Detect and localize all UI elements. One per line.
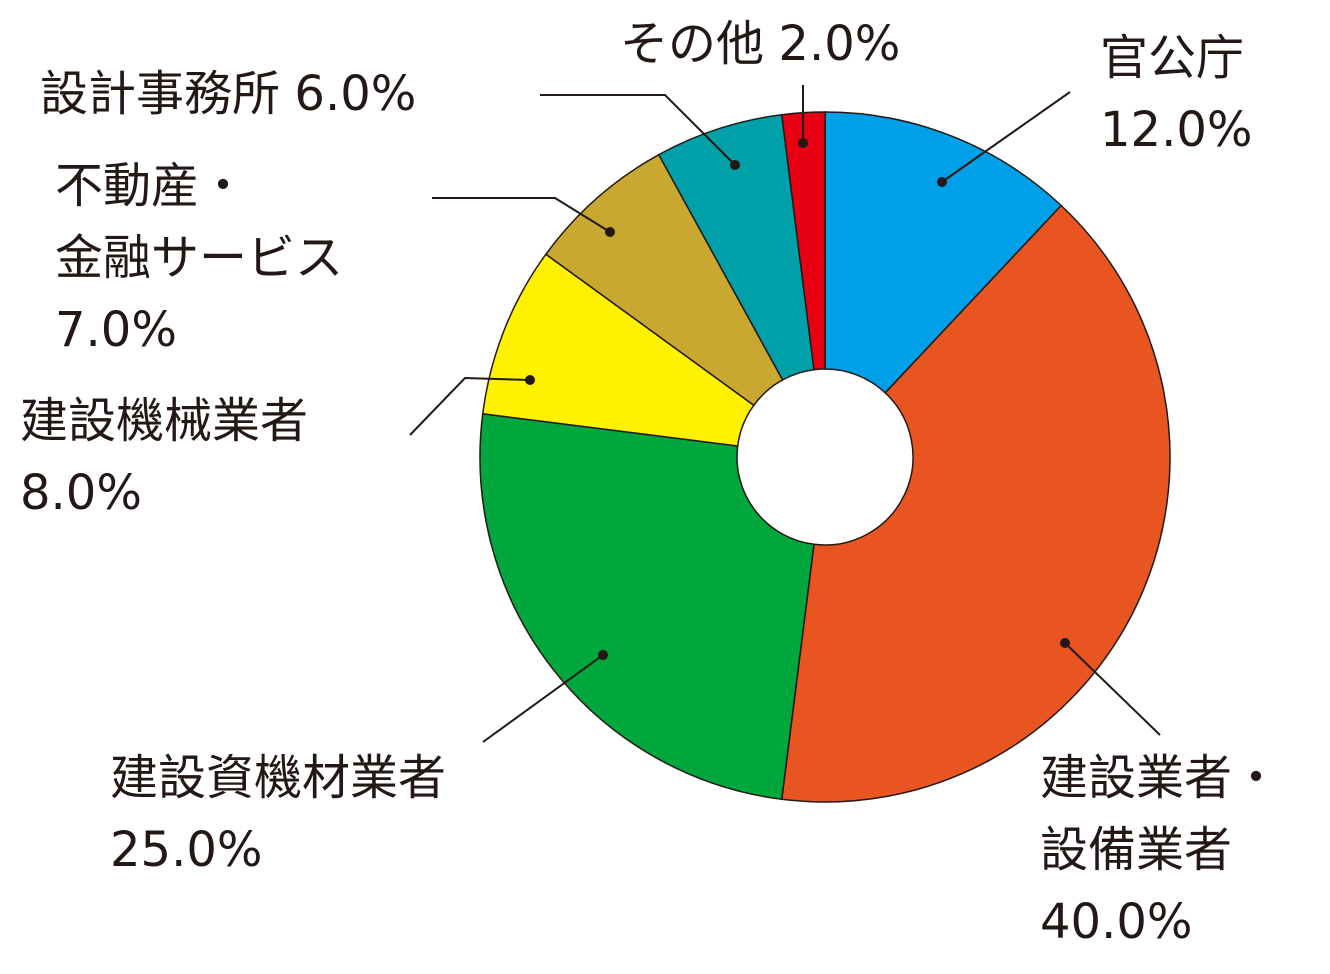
donut-slice (824, 111, 1063, 394)
category-label: 官公庁 (1100, 30, 1245, 86)
donut-slice (780, 111, 826, 371)
value-label: 12.0% (1100, 102, 1253, 158)
category-label: 建設業者・ 設備業者 (1040, 750, 1281, 878)
value-label: 6.0% (294, 66, 417, 122)
slice-label: 建設資機材業者 25.0% (110, 742, 446, 886)
slice-label: 建設業者・ 設備業者 40.0% (1040, 742, 1280, 958)
category-label: 設計事務所 (40, 66, 281, 122)
slice-label: 不動産・ 金融サービス 7.0% (55, 150, 343, 366)
leader-dot (937, 177, 947, 187)
value-label: 7.0% (55, 302, 177, 358)
leader-line (941, 91, 1071, 183)
slice-label: その他 2.0% (620, 8, 900, 80)
slice-label: 官公庁 12.0% (1100, 22, 1252, 166)
donut-slice (481, 253, 755, 447)
value-label: 40.0% (1040, 894, 1193, 950)
category-label: 建設機械業者 (20, 393, 309, 449)
leader-line (409, 376, 531, 436)
value-label: 8.0% (20, 465, 142, 521)
value-label: 25.0% (110, 822, 263, 878)
donut-slice (479, 412, 815, 801)
donut-slice (780, 204, 1171, 803)
category-label: 建設資機材業者 (110, 750, 447, 806)
category-label: 不動産・ 金融サービス (55, 158, 344, 286)
leader-dot (1060, 638, 1070, 648)
leader-dot (730, 160, 740, 170)
leader-dot (605, 227, 615, 237)
slice-label: 建設機械業者 8.0% (20, 385, 308, 529)
leader-dot (798, 138, 808, 148)
leader-line (482, 654, 604, 743)
leader-dot (525, 375, 535, 385)
leader-line (1064, 642, 1161, 736)
category-label: その他 (620, 16, 765, 72)
value-label: 2.0% (778, 16, 901, 72)
leader-dot (598, 650, 608, 660)
slice-label: 設計事務所 6.0% (40, 58, 416, 130)
donut-slice (544, 153, 784, 407)
leader-line (540, 94, 736, 166)
leader-line (432, 197, 611, 233)
